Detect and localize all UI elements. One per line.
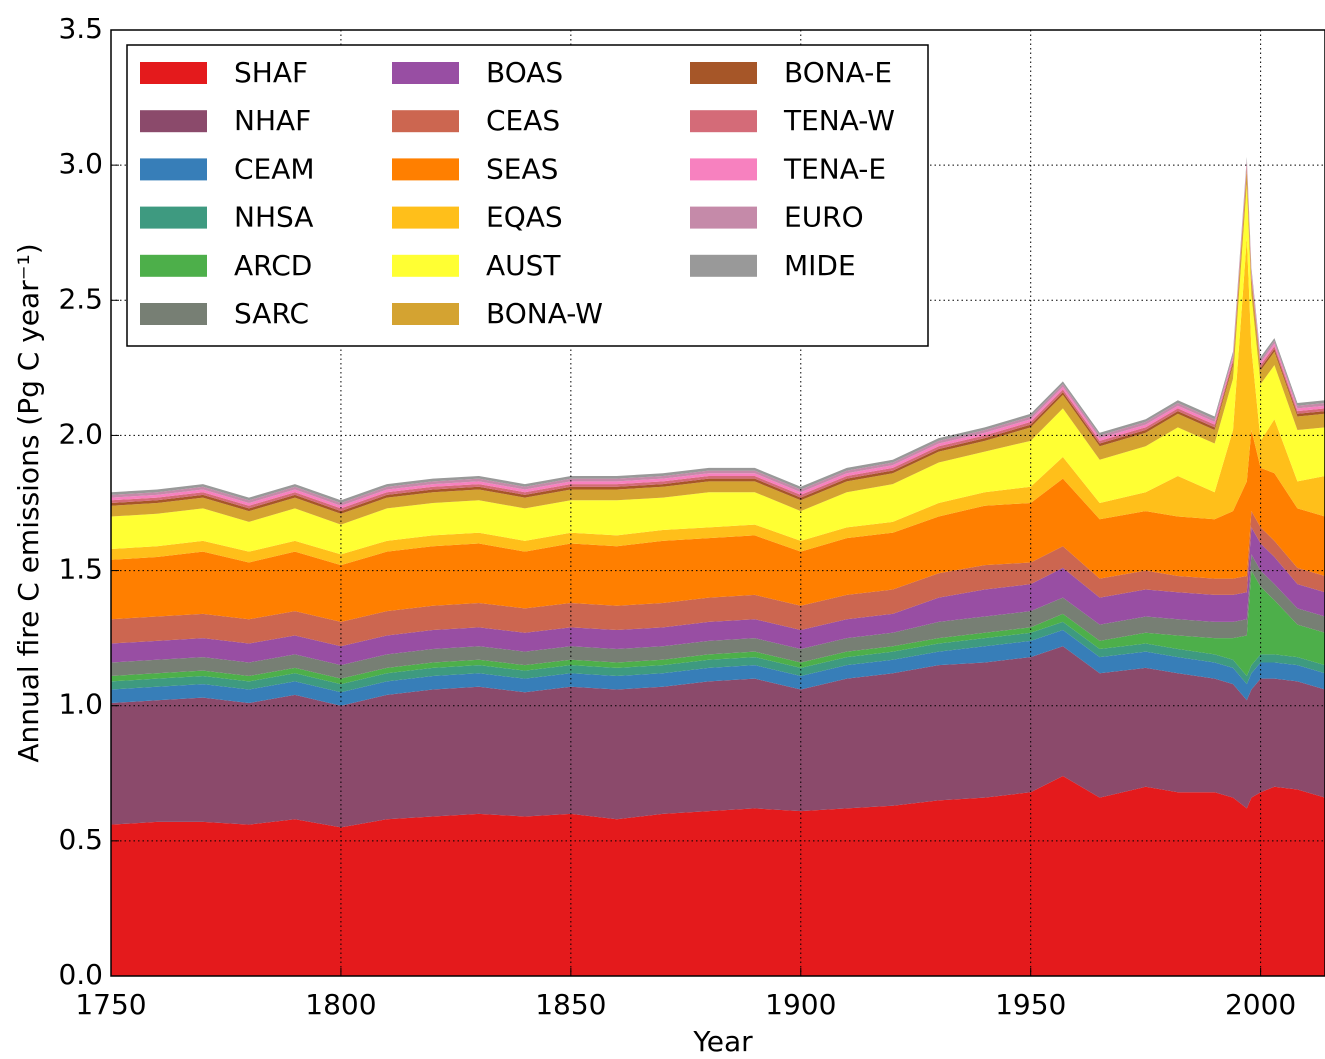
legend-swatch bbox=[690, 62, 757, 84]
area bbox=[111, 646, 1325, 828]
legend-label: NHAF bbox=[234, 104, 311, 137]
area bbox=[111, 430, 1325, 622]
x-tick-label: 1750 bbox=[75, 988, 146, 1021]
legend-label: SEAS bbox=[486, 152, 558, 185]
legend-label: TENA-W bbox=[783, 104, 895, 137]
legend-swatch bbox=[392, 158, 459, 181]
legend-label: MIDE bbox=[784, 249, 856, 282]
legend-swatch bbox=[140, 206, 207, 229]
legend-swatch bbox=[690, 110, 757, 133]
legend-swatch bbox=[690, 158, 757, 181]
x-tick-label: 1900 bbox=[765, 988, 836, 1021]
y-tick-label: 1.0 bbox=[58, 688, 103, 721]
legend-label: CEAS bbox=[486, 104, 560, 137]
legend-label: BONA-E bbox=[784, 56, 892, 89]
legend-label: TENA-E bbox=[783, 152, 886, 185]
y-tick-label: 2.0 bbox=[58, 417, 103, 450]
plot-frame bbox=[110, 29, 1325, 977]
legend-label: CEAM bbox=[234, 152, 315, 185]
y-tick-label: 0.5 bbox=[58, 823, 103, 856]
x-tick-label: 1950 bbox=[995, 988, 1066, 1021]
legend-label: EURO bbox=[784, 201, 864, 234]
x-axis-label: Year bbox=[692, 1025, 753, 1058]
legend-swatch bbox=[392, 62, 459, 84]
legend-swatch bbox=[140, 62, 207, 84]
area bbox=[111, 159, 1325, 506]
legend-swatch bbox=[392, 254, 459, 277]
x-tick-label: 1850 bbox=[535, 988, 606, 1021]
legend-swatch bbox=[392, 206, 459, 229]
x-tick-label: 1800 bbox=[305, 988, 376, 1021]
legend-label: BOAS bbox=[486, 56, 563, 89]
legend-label: NHSA bbox=[234, 201, 313, 234]
areas bbox=[111, 157, 1325, 976]
legend-swatch bbox=[140, 110, 207, 133]
y-tick-label: 0.0 bbox=[58, 958, 103, 991]
legend-label: BONA-W bbox=[486, 297, 603, 330]
area bbox=[111, 527, 1325, 666]
y-tick-label: 1.5 bbox=[58, 553, 103, 586]
area bbox=[111, 630, 1325, 706]
area bbox=[111, 775, 1325, 976]
legend-swatch bbox=[140, 303, 207, 325]
y-tick-label: 2.5 bbox=[58, 282, 103, 315]
legend-swatch bbox=[392, 110, 459, 133]
legend-swatch bbox=[690, 254, 757, 277]
legend-label: SARC bbox=[234, 297, 309, 330]
legend-label: EQAS bbox=[486, 201, 563, 234]
area bbox=[111, 170, 1325, 525]
x-tick-label: 2000 bbox=[1225, 988, 1296, 1021]
area bbox=[111, 621, 1325, 693]
area bbox=[111, 511, 1325, 647]
legend-frame bbox=[126, 44, 929, 347]
legend-swatch bbox=[140, 158, 207, 181]
legend-label: SHAF bbox=[234, 56, 308, 89]
legend-swatch bbox=[140, 254, 207, 277]
area bbox=[111, 184, 1325, 555]
y-tick-label: 3.5 bbox=[58, 12, 103, 45]
y-axis-label: Annual fire C emissions (Pg C year⁻¹) bbox=[12, 243, 45, 762]
legend-label: AUST bbox=[486, 249, 561, 282]
legend-swatch bbox=[392, 303, 459, 325]
legend: SHAF NHAF CEAM NHSA ARCD SARC BOAS CEAS SEAS EQAS… bbox=[126, 44, 929, 347]
legend-swatch bbox=[690, 206, 757, 229]
area bbox=[111, 165, 1325, 512]
y-tick-label: 3.0 bbox=[58, 147, 103, 180]
legend-label: ARCD bbox=[234, 249, 312, 282]
area bbox=[111, 554, 1325, 679]
